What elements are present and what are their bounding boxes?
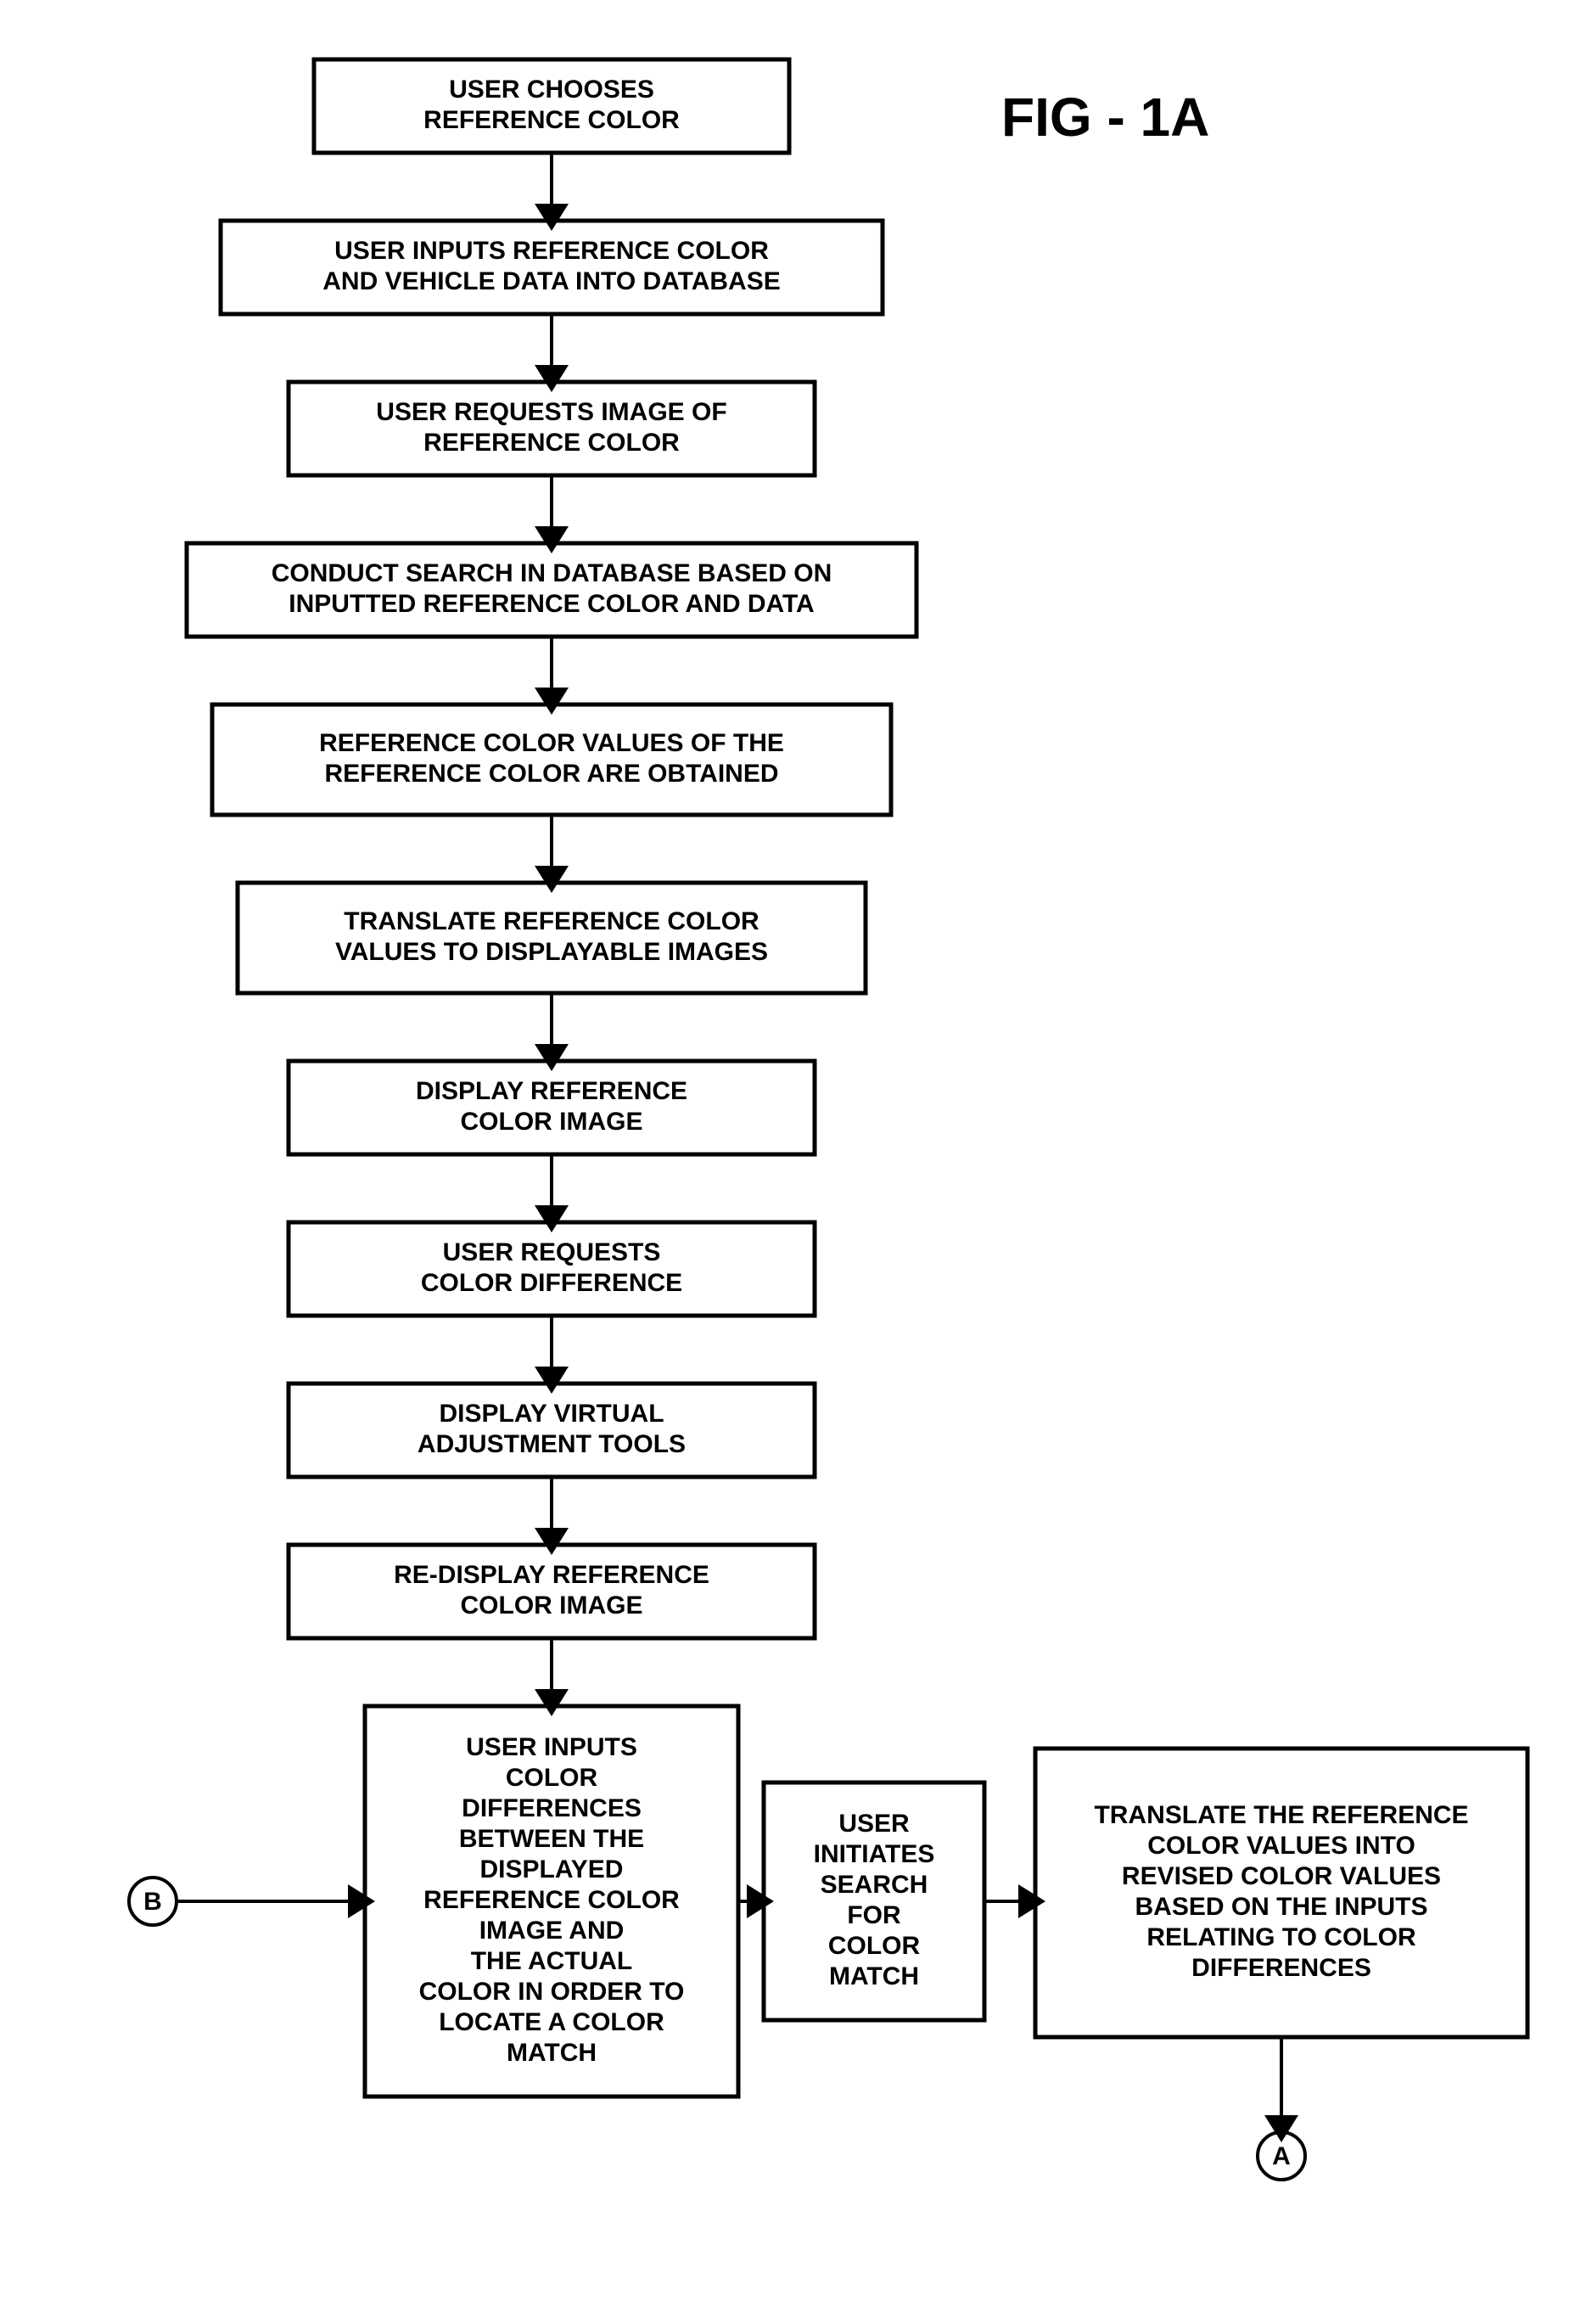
- flow-box-b2: USER INPUTS REFERENCE COLORAND VEHICLE D…: [221, 221, 883, 314]
- flow-box-text: USER INPUTS: [466, 1733, 637, 1761]
- flow-box-b4: CONDUCT SEARCH IN DATABASE BASED ON INPUT…: [187, 543, 916, 637]
- flow-box-text: REFERENCE COLOR: [423, 429, 680, 457]
- flow-box-text: SEARCH: [821, 1871, 928, 1899]
- flow-box-text: REFERENCE COLOR: [423, 106, 680, 134]
- flow-box-b8: USER REQUESTS COLOR DIFFERENCE: [289, 1222, 815, 1316]
- flow-box-b5: REFERENCE COLOR VALUES OF THE REFERENCE C…: [212, 704, 891, 815]
- flow-box-text: USER: [838, 1810, 910, 1838]
- flow-box-text: BASED ON THE INPUTS: [1135, 1893, 1427, 1921]
- flow-box-b13: TRANSLATE THE REFERENCE COLOR VALUES INTO…: [1035, 1749, 1527, 2037]
- flow-box-text: REFERENCE COLOR: [423, 1886, 680, 1914]
- flow-box-text: REFERENCE COLOR ARE OBTAINED: [324, 760, 778, 788]
- offpage-connector-label: A: [1272, 2142, 1291, 2170]
- flow-box-text: THE ACTUAL: [471, 1947, 633, 1975]
- flow-box-text: REFERENCE COLOR VALUES OF THE: [319, 729, 784, 757]
- offpage-connector-a: A: [1258, 2132, 1305, 2180]
- flow-box-b7: DISPLAY REFERENCE COLOR IMAGE: [289, 1061, 815, 1154]
- flow-box-text: VALUES TO DISPLAYABLE IMAGES: [335, 938, 768, 966]
- flow-box-text: COLOR: [506, 1764, 598, 1792]
- figure-title: FIG - 1A: [1001, 87, 1209, 148]
- flow-box-text: MATCH: [507, 2039, 597, 2067]
- flow-box-text: USER CHOOSES: [449, 76, 654, 104]
- flow-box-text: DIFFERENCES: [462, 1794, 642, 1822]
- flow-box-text: BETWEEN THE: [459, 1825, 644, 1853]
- flow-box-text: COLOR VALUES INTO: [1147, 1832, 1415, 1860]
- flow-box-text: LOCATE A COLOR: [439, 2008, 664, 2036]
- flow-box-text: COLOR IMAGE: [461, 1591, 643, 1620]
- flow-box-text: COLOR: [828, 1932, 921, 1960]
- flow-box-b11: USER INPUTS COLORDIFFERENCES BETWEEN THEDI…: [365, 1706, 738, 2097]
- flow-box-text: DISPLAYED: [480, 1855, 624, 1883]
- flow-box-text: USER REQUESTS IMAGE OF: [376, 398, 726, 426]
- flow-box-text: COLOR DIFFERENCE: [421, 1269, 682, 1297]
- flow-box-b12: USERINITIATES SEARCHFOR COLORMATCH: [764, 1782, 984, 2020]
- flow-box-text: RELATING TO COLOR: [1146, 1923, 1416, 1951]
- flow-box-b10: RE-DISPLAY REFERENCECOLOR IMAGE: [289, 1545, 815, 1638]
- flow-box-text: DISPLAY REFERENCE: [416, 1077, 687, 1105]
- flow-box-text: COLOR IMAGE: [461, 1108, 643, 1136]
- flow-box-text: MATCH: [829, 1962, 919, 1990]
- flow-box-text: DIFFERENCES: [1191, 1954, 1371, 1982]
- flow-box-text: INITIATES: [814, 1840, 935, 1868]
- flow-box-text: DISPLAY VIRTUAL: [439, 1400, 664, 1428]
- flow-box-b9: DISPLAY VIRTUALADJUSTMENT TOOLS: [289, 1384, 815, 1477]
- flow-box-text: RE-DISPLAY REFERENCE: [394, 1561, 709, 1589]
- flow-box-text: REVISED COLOR VALUES: [1122, 1862, 1441, 1890]
- flow-box-text: AND VEHICLE DATA INTO DATABASE: [322, 267, 780, 295]
- flow-box-text: INPUTTED REFERENCE COLOR AND DATA: [289, 590, 814, 618]
- flow-box-text: IMAGE AND: [479, 1917, 625, 1945]
- flow-box-text: TRANSLATE THE REFERENCE: [1094, 1801, 1468, 1829]
- offpage-connector-b: B: [129, 1878, 177, 1925]
- flowchart-canvas: USER CHOOSESREFERENCE COLORUSER INPUTS R…: [0, 0, 1575, 2324]
- flow-box-text: USER REQUESTS: [443, 1238, 661, 1266]
- flow-box-b6: TRANSLATE REFERENCE COLOR VALUES TO DISPL…: [238, 883, 866, 993]
- flow-box-text: COLOR IN ORDER TO: [419, 1978, 685, 2006]
- flow-box-b3: USER REQUESTS IMAGE OF REFERENCE COLOR: [289, 382, 815, 475]
- flow-box-b1: USER CHOOSESREFERENCE COLOR: [314, 59, 789, 153]
- flow-box-text: ADJUSTMENT TOOLS: [418, 1430, 686, 1458]
- offpage-connector-label: B: [143, 1888, 162, 1916]
- flow-box-text: TRANSLATE REFERENCE COLOR: [344, 907, 759, 935]
- flow-box-text: CONDUCT SEARCH IN DATABASE BASED ON: [272, 559, 832, 587]
- flow-box-text: USER INPUTS REFERENCE COLOR: [334, 237, 769, 265]
- flow-box-text: FOR: [847, 1901, 901, 1929]
